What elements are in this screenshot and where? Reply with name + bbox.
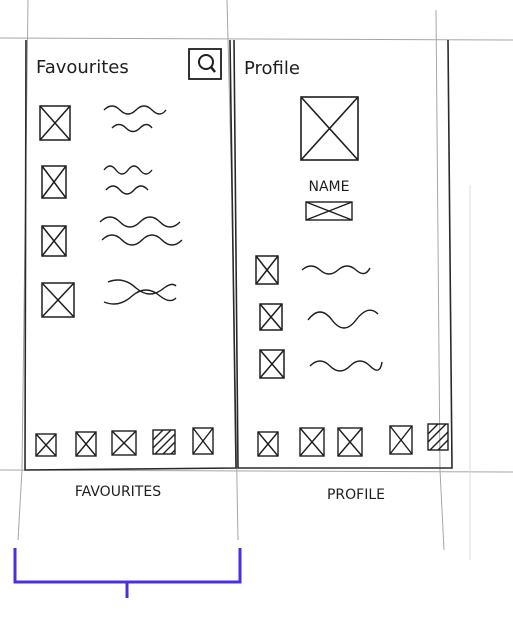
placeholder-image-icon [39,105,71,141]
profile-name-label: NAME [309,179,350,195]
nav-item[interactable] [389,425,413,455]
search-button[interactable] [188,48,222,80]
nav-item-active[interactable] [427,423,449,451]
search-icon [198,54,216,73]
placeholder-image-icon [259,349,285,379]
favourites-caption: FAVOURITES [75,484,161,500]
list-item[interactable] [255,255,371,285]
placeholder-image-icon [259,303,283,331]
placeholder-image-icon [41,165,67,199]
placeholder-image-icon [41,225,67,257]
scribble-text [307,309,379,329]
nav-item[interactable] [299,427,325,457]
list-item[interactable] [41,279,177,318]
scribble-text [103,105,167,133]
list-item[interactable] [41,216,183,257]
name-field-placeholder [305,201,353,221]
nav-item[interactable] [111,430,137,456]
favourites-screen: Favourites [24,39,237,500]
favourites-title: Favourites [36,57,129,78]
list-item[interactable] [41,165,153,199]
scribble-text [309,360,383,372]
bottom-nav [35,427,214,457]
list-item[interactable] [259,303,379,331]
profile-screen: Profile NAME [233,39,453,503]
nav-item[interactable] [35,433,57,457]
placeholder-image-icon [41,282,75,318]
list-item[interactable] [39,105,167,141]
bottom-nav [257,423,449,457]
scribble-text [99,216,183,246]
selection-bracket [13,548,242,598]
scribble-text [103,165,153,195]
scribble-text [103,279,177,305]
nav-item-active[interactable] [152,429,176,455]
profile-title: Profile [244,58,300,79]
nav-item[interactable] [257,431,279,457]
nav-item[interactable] [337,427,363,457]
list-item[interactable] [259,349,383,379]
placeholder-image-icon [255,255,279,285]
scribble-text [301,265,371,275]
pencil-guidelines [0,0,513,560]
nav-item[interactable] [192,427,214,455]
avatar [300,96,359,161]
profile-caption: PROFILE [327,487,385,503]
nav-item[interactable] [75,431,97,457]
